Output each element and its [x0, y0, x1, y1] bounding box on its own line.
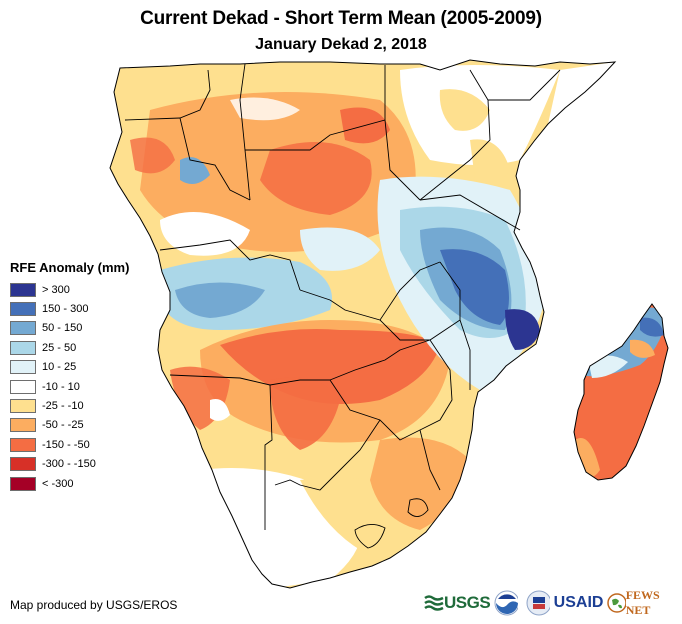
partner-logos: USGS USAID FEWS NET — [424, 588, 682, 618]
legend-swatch — [10, 282, 36, 297]
map-title: Current Dekad - Short Term Mean (2005-20… — [140, 8, 542, 29]
usaid-logo: USAID — [554, 594, 604, 612]
fews-net-logo: FEWS NET — [607, 588, 682, 618]
legend-label: 25 - 50 — [42, 341, 77, 354]
legend-item: -50 - -25 — [10, 416, 129, 435]
usgs-logo: USGS — [424, 593, 491, 613]
legend-swatch — [10, 437, 36, 452]
legend-label: > 300 — [42, 283, 70, 296]
legend-label: -50 - -25 — [42, 419, 84, 432]
country-borders — [124, 63, 561, 549]
legend-title: RFE Anomaly (mm) — [10, 260, 130, 275]
usaid-logo-text: USAID — [553, 594, 604, 611]
legend-item: -10 - 10 — [10, 377, 129, 396]
legend-label: 50 - 150 — [42, 322, 83, 335]
legend-item: -150 - -50 — [10, 435, 129, 454]
map-credit: Map produced by USGS/EROS — [10, 598, 178, 612]
legend-swatch — [10, 399, 36, 414]
legend-label: 150 - 300 — [42, 303, 89, 316]
legend-swatch — [10, 457, 36, 472]
legend-swatch — [10, 360, 36, 375]
map-subtitle: January Dekad 2, 2018 — [255, 36, 427, 53]
fews-net-logo-text: FEWS NET — [625, 588, 660, 617]
legend-item: > 300 — [10, 280, 129, 299]
legend-item: 150 - 300 — [10, 299, 129, 318]
legend-item: -300 - -150 — [10, 455, 129, 474]
legend-item: 25 - 50 — [10, 338, 129, 357]
legend-item: < -300 — [10, 474, 129, 493]
legend-swatch — [10, 321, 36, 336]
legend-label: 10 - 25 — [42, 361, 77, 374]
legend-swatch — [10, 340, 36, 355]
legend-label: -150 - -50 — [42, 438, 90, 451]
legend: RFE Anomaly (mm) > 300 150 - 300 50 - 150 2… — [10, 260, 129, 493]
legend-item: 10 - 25 — [10, 358, 129, 377]
legend-swatch — [10, 418, 36, 433]
legend-label: < -300 — [42, 477, 74, 490]
usgs-wave-icon — [424, 595, 444, 611]
legend-swatch — [10, 379, 36, 394]
legend-swatch — [10, 302, 36, 317]
legend-item: 50 - 150 — [10, 319, 129, 338]
legend-label: -10 - 10 — [42, 380, 80, 393]
legend-item: -25 - -10 — [10, 396, 129, 415]
usgs-logo-text: USGS — [444, 593, 491, 612]
legend-label: -300 - -150 — [42, 458, 96, 471]
legend-swatch — [10, 476, 36, 491]
fews-globe-icon — [607, 593, 626, 613]
usaid-seal-icon — [526, 590, 550, 616]
noaa-logo-icon — [494, 590, 518, 616]
legend-label: -25 - -10 — [42, 400, 84, 413]
madagascar-anomaly-layer — [574, 304, 668, 480]
